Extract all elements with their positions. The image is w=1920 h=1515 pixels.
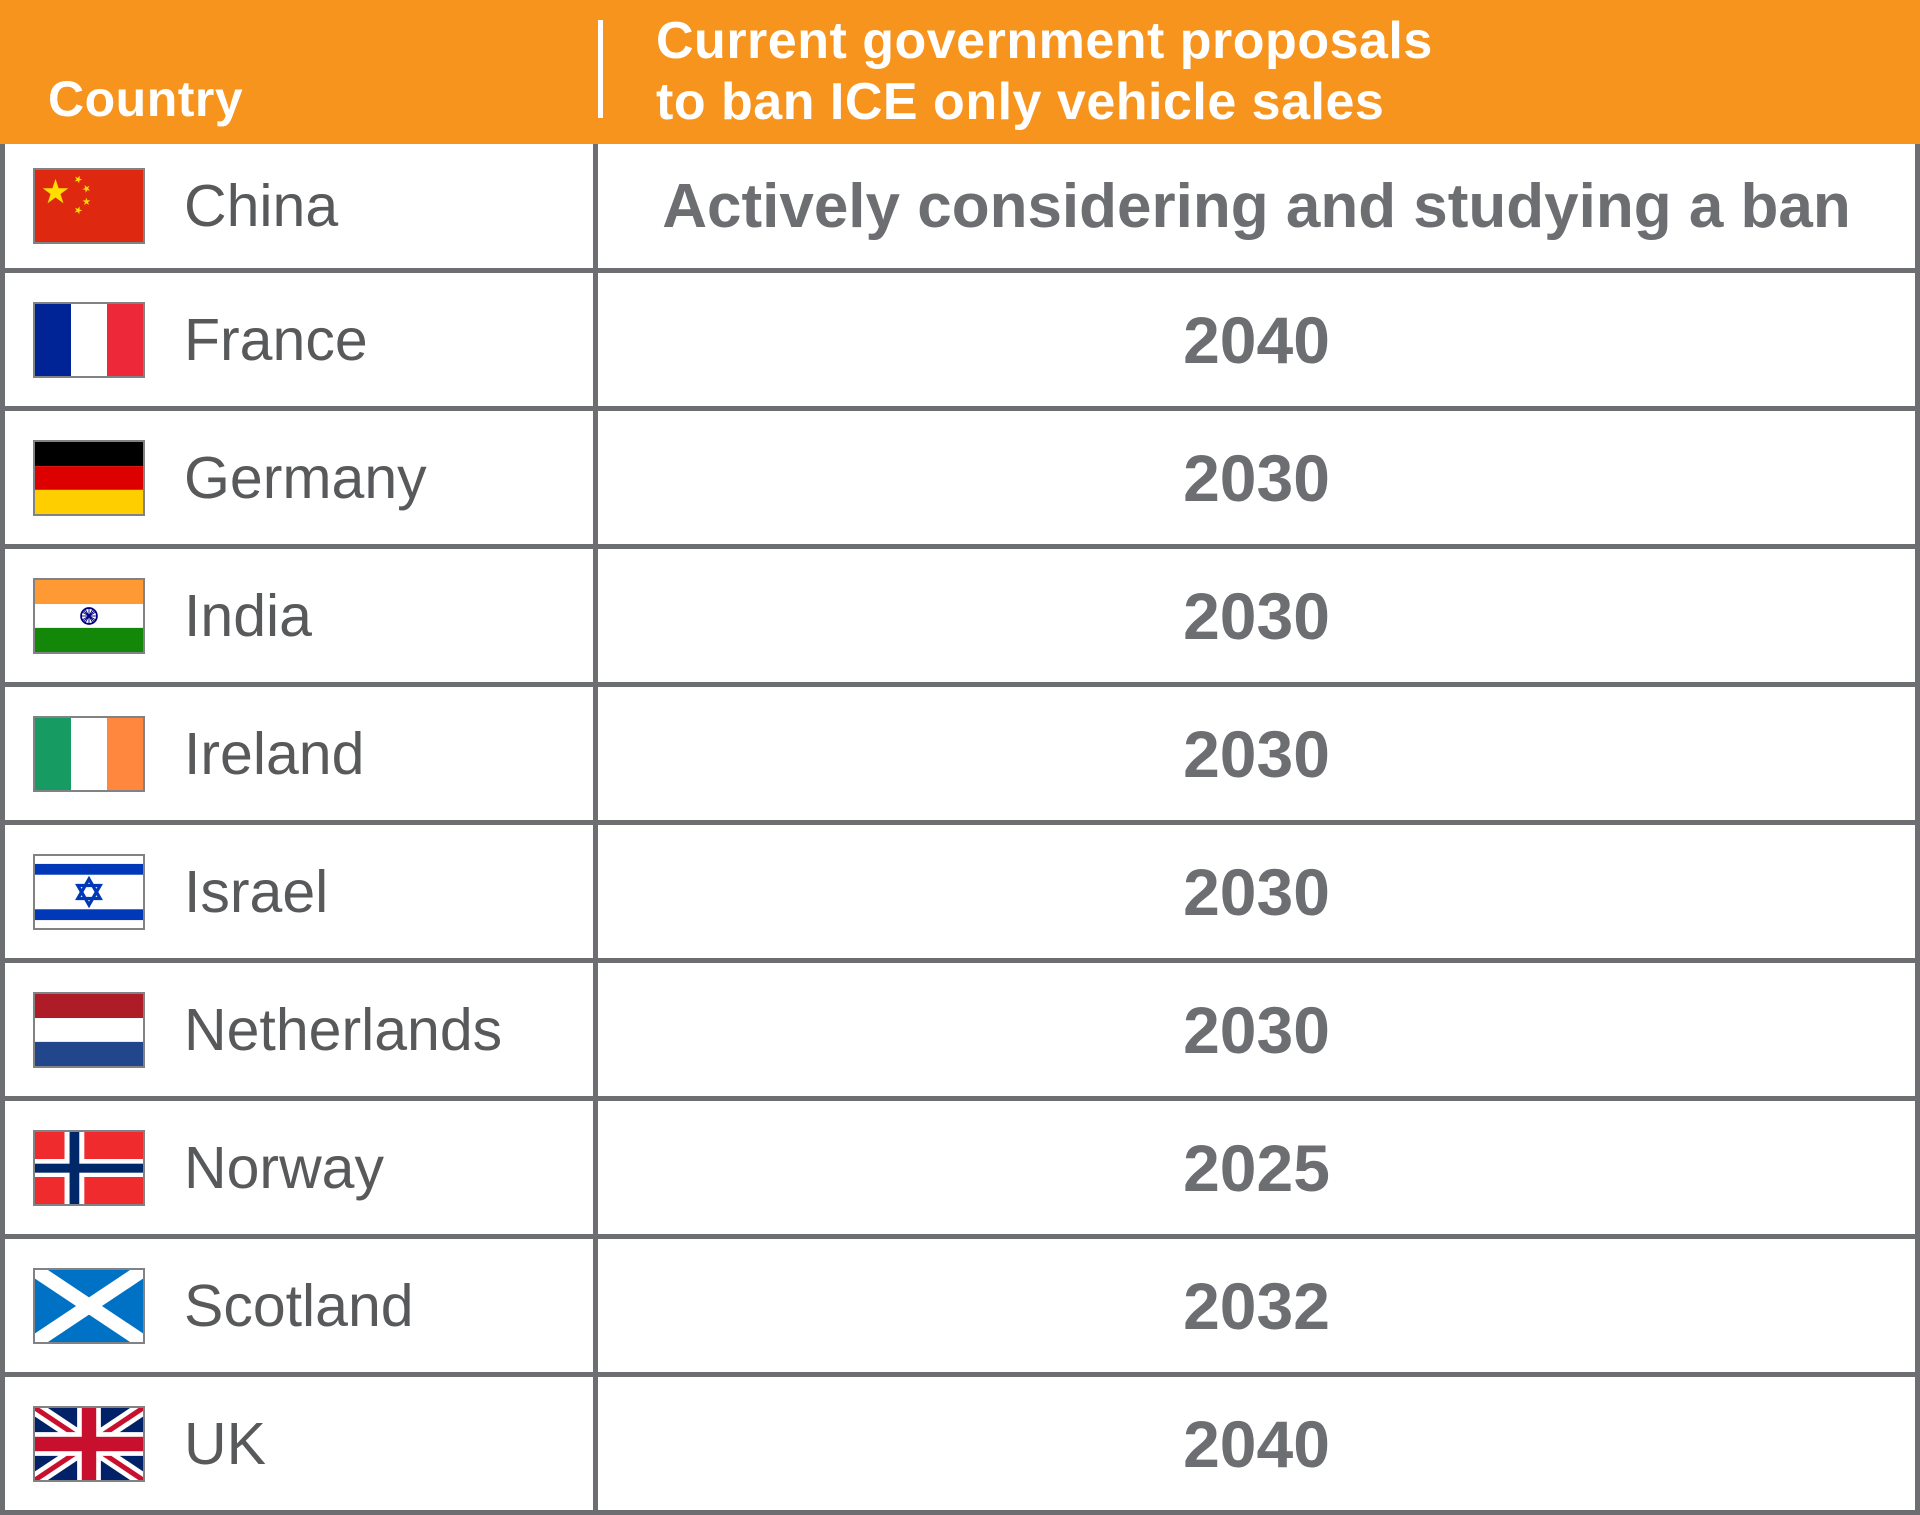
country-cell: Norway — [5, 1101, 598, 1234]
header-column-divider — [598, 20, 603, 118]
proposal-value: 2030 — [1183, 578, 1330, 653]
country-label: Scotland — [184, 1272, 414, 1339]
proposal-value: 2040 — [1183, 302, 1330, 377]
table-row-netherlands: Netherlands 2030 — [5, 958, 1915, 1096]
proposal-value: Actively considering and studying a ban — [662, 171, 1851, 241]
country-label: China — [184, 173, 339, 239]
proposal-cell: 2032 — [598, 1239, 1915, 1372]
proposal-cell: 2030 — [598, 411, 1915, 544]
proposal-cell: 2040 — [598, 273, 1915, 406]
france-flag-icon — [33, 301, 145, 378]
country-label: Germany — [184, 444, 427, 511]
country-label: UK — [184, 1410, 266, 1477]
india-flag-icon — [33, 577, 145, 654]
country-cell: Scotland — [5, 1239, 598, 1372]
table-row-france: France 2040 — [5, 268, 1915, 406]
country-label: France — [184, 306, 368, 373]
table-row-germany: Germany 2030 — [5, 406, 1915, 544]
country-cell: UK — [5, 1377, 598, 1510]
netherlands-flag-icon — [33, 991, 145, 1068]
proposal-cell: 2030 — [598, 825, 1915, 958]
table-row-uk: UK 2040 — [5, 1372, 1915, 1510]
country-label: Ireland — [184, 720, 365, 787]
country-label: Norway — [184, 1134, 384, 1201]
country-label: Israel — [184, 858, 329, 925]
ireland-flag-icon — [33, 715, 145, 792]
country-cell: Ireland — [5, 687, 598, 820]
column-header-proposals-line2: to ban ICE only vehicle sales — [656, 73, 1385, 131]
country-cell: Netherlands — [5, 963, 598, 1096]
table-row-scotland: Scotland 2032 — [5, 1234, 1915, 1372]
table-row-china: China Actively considering and studying … — [5, 144, 1915, 268]
proposal-cell: 2030 — [598, 963, 1915, 1096]
proposal-value: 2030 — [1183, 992, 1330, 1067]
table-row-ireland: Ireland 2030 — [5, 682, 1915, 820]
country-cell: Israel — [5, 825, 598, 958]
country-label: India — [184, 582, 312, 649]
table-row-norway: Norway 2025 — [5, 1096, 1915, 1234]
proposal-cell: 2030 — [598, 549, 1915, 682]
proposal-cell: 2040 — [598, 1377, 1915, 1510]
proposal-value: 2032 — [1183, 1268, 1330, 1343]
proposal-value: 2030 — [1183, 854, 1330, 929]
proposal-value: 2040 — [1183, 1406, 1330, 1481]
germany-flag-icon — [33, 439, 145, 516]
country-label: Netherlands — [184, 996, 503, 1063]
proposal-value: 2025 — [1183, 1130, 1330, 1205]
norway-flag-icon — [33, 1129, 145, 1206]
country-cell: France — [5, 273, 598, 406]
scotland-flag-icon — [33, 1267, 145, 1344]
table-header: Country Current government proposals to … — [0, 0, 1920, 144]
table-body: China Actively considering and studying … — [0, 144, 1920, 1515]
uk-flag-icon — [33, 1405, 145, 1482]
proposal-value: 2030 — [1183, 716, 1330, 791]
china-flag-icon — [33, 168, 145, 244]
proposal-cell: Actively considering and studying a ban — [598, 144, 1915, 268]
table-row-israel: Israel 2030 — [5, 820, 1915, 958]
column-header-proposals-line1: Current government proposals — [656, 12, 1433, 70]
country-cell: India — [5, 549, 598, 682]
proposal-value: 2030 — [1183, 440, 1330, 515]
country-cell: Germany — [5, 411, 598, 544]
proposal-cell: 2030 — [598, 687, 1915, 820]
proposal-cell: 2025 — [598, 1101, 1915, 1234]
table-row-india: India 2030 — [5, 544, 1915, 682]
israel-flag-icon — [33, 853, 145, 930]
column-header-proposals: Current government proposals to ban ICE … — [598, 0, 1920, 144]
column-header-country: Country — [48, 71, 244, 127]
country-cell: China — [5, 144, 598, 268]
